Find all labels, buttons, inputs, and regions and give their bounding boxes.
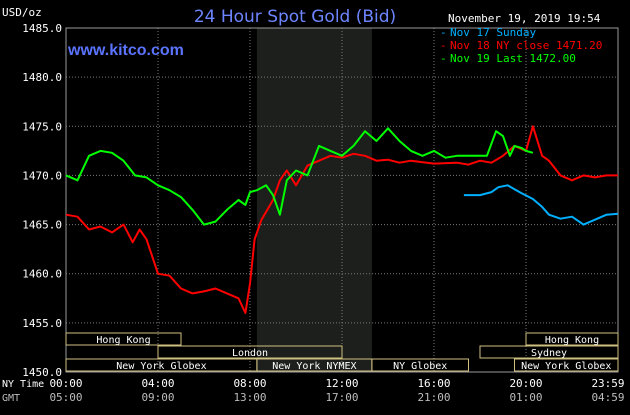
plot-border xyxy=(65,27,619,373)
price-series xyxy=(65,125,619,314)
session-label: Hong Kong xyxy=(545,335,599,346)
y-tick-label: 1470.0 xyxy=(22,169,62,182)
y-tick-label: 1485.0 xyxy=(22,22,62,35)
session-bar xyxy=(479,345,619,359)
session-bar xyxy=(514,358,619,372)
y-tick-label: 1460.0 xyxy=(22,268,62,281)
x-axis-row-label: NY Time xyxy=(2,379,44,390)
x-tick-label: 04:59 xyxy=(591,391,624,404)
x-tick-label: 13:00 xyxy=(233,391,266,404)
x-tick-label: 12:00 xyxy=(325,377,358,390)
chart-title: 24 Hour Spot Gold (Bid) xyxy=(194,7,396,27)
x-tick-label: 09:00 xyxy=(141,391,174,404)
session-label: Hong Kong xyxy=(96,335,150,346)
session-bar xyxy=(65,332,182,346)
x-axis: NY Time 00:00 04:00 08:00 12:00 16:00 20:00 23:… xyxy=(2,377,625,404)
legend-marker: - xyxy=(440,39,447,52)
nymex-session-band xyxy=(256,28,372,372)
y-tick-label: 1455.0 xyxy=(22,317,62,330)
timestamp: November 19, 2019 19:54 xyxy=(448,12,601,25)
grid-lines xyxy=(65,27,619,373)
y-tick-label: 1480.0 xyxy=(22,71,62,84)
session-label: London xyxy=(232,348,268,359)
x-tick-label: 21:00 xyxy=(417,391,450,404)
x-tick-label: 04:00 xyxy=(141,377,174,390)
brand-link[interactable]: www.kitco.com xyxy=(67,42,184,59)
x-tick-label: 20:00 xyxy=(509,377,542,390)
y-axis: 1450.0 1455.0 1460.0 1465.0 1470.0 1475.0 1480… xyxy=(22,22,62,379)
x-axis-row-label: GMT xyxy=(2,393,20,404)
legend-marker: - xyxy=(440,26,447,39)
x-tick-label: 17:00 xyxy=(325,391,358,404)
session-label: New York NYMEX xyxy=(272,361,356,372)
y-tick-label: 1475.0 xyxy=(22,120,62,133)
legend-marker: - xyxy=(440,52,447,65)
x-tick-label: 23:59 xyxy=(591,377,624,390)
market-sessions: Hong Kong London New York Globex New York N… xyxy=(65,332,619,372)
session-label: Sydney xyxy=(531,348,567,359)
series-line-1 xyxy=(463,184,619,226)
legend-item: Nov 17 Sunday xyxy=(450,26,536,39)
session-bar xyxy=(371,358,469,372)
x-tick-label: 00:00 xyxy=(49,377,82,390)
session-bar xyxy=(525,332,619,346)
x-tick-label: 08:00 xyxy=(233,377,266,390)
legend-item: Nov 18 NY close 1471.20 xyxy=(450,39,602,52)
unit-label: USD/oz xyxy=(2,6,42,19)
session-bar xyxy=(157,345,343,359)
x-tick-label: 05:00 xyxy=(49,391,82,404)
series-line-3 xyxy=(65,127,534,226)
session-label: New York Globex xyxy=(521,361,611,372)
session-label: New York Globex xyxy=(116,361,206,372)
session-label: NY Globex xyxy=(393,361,447,372)
legend-item: Nov 19 Last 1472.00 xyxy=(450,52,576,65)
y-tick-label: 1450.0 xyxy=(22,366,62,379)
x-tick-label: 16:00 xyxy=(417,377,450,390)
x-tick-label: 01:00 xyxy=(509,391,542,404)
legend: - Nov 17 Sunday- Nov 18 NY close 1471.20- N… xyxy=(440,26,602,65)
y-tick-label: 1465.0 xyxy=(22,219,62,232)
